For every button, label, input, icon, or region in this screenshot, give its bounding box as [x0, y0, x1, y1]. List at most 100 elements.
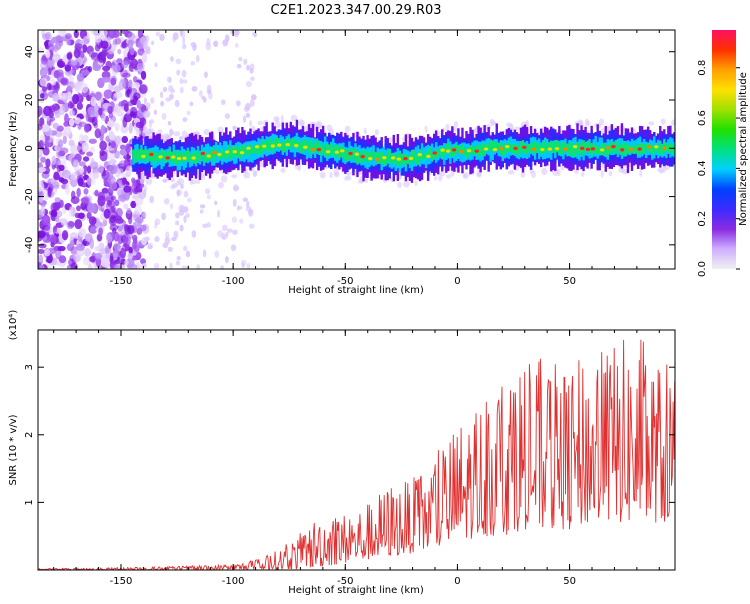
noise-speckle [176, 189, 181, 197]
spectrogram-frame [37, 29, 676, 270]
noise-speckle [39, 264, 45, 269]
ridge-band [430, 151, 434, 161]
noise-speckle [214, 200, 218, 206]
x-tick-label: -150 [110, 276, 133, 287]
noise-speckle [76, 187, 81, 198]
ridge-halo [507, 169, 515, 175]
ridge-band [332, 147, 335, 156]
ridge-band [598, 137, 601, 156]
ridge-band [319, 145, 323, 155]
noise-speckle [76, 102, 84, 110]
noise-speckle [246, 200, 250, 208]
ridge-band [616, 140, 620, 152]
ridge-band [249, 144, 252, 155]
noise-speckle [144, 236, 150, 242]
noise-speckle [143, 97, 147, 105]
noise-speckle [60, 218, 66, 226]
noise-speckle [87, 203, 96, 214]
noise-speckle [164, 198, 170, 205]
noise-speckle [78, 161, 86, 167]
noise-speckle [122, 72, 131, 78]
ridge-band [384, 155, 387, 166]
noise-speckle [206, 222, 211, 228]
noise-speckle [222, 39, 229, 47]
ridge-band [265, 141, 268, 151]
noise-speckle [107, 152, 116, 161]
ridge-band [570, 142, 573, 154]
noise-speckle [103, 89, 113, 99]
noise-speckle [250, 94, 257, 101]
ridge-band [317, 140, 321, 153]
noise-speckle [76, 73, 85, 82]
ridge-band [461, 144, 464, 154]
noise-speckle [70, 240, 75, 248]
ridge-band [160, 148, 163, 170]
ridge-halo [135, 129, 142, 136]
noise-speckle [131, 178, 137, 190]
noise-speckle [141, 262, 147, 268]
ridge-halo [574, 168, 579, 175]
ridge-core [440, 148, 445, 152]
ridge-band [661, 143, 664, 156]
ridge-halo [274, 120, 281, 129]
noise-speckle [94, 91, 102, 101]
colorbar-gradient [712, 30, 736, 269]
y-tick-label: 40 [24, 45, 35, 58]
noise-speckle [57, 245, 66, 252]
noise-speckle [58, 255, 67, 264]
ridge-band [495, 142, 498, 151]
ridge-core [360, 154, 365, 159]
ridge-band [245, 149, 248, 157]
ridge-band [134, 150, 137, 164]
noise-speckle [74, 219, 83, 230]
ridge-band [301, 140, 305, 153]
ridge-band [180, 152, 184, 161]
ridge-band [420, 153, 424, 161]
noise-speckle [165, 231, 170, 239]
ridge-band [212, 150, 216, 163]
noise-speckle [110, 77, 117, 86]
noise-speckle [115, 135, 121, 145]
noise-speckle [41, 86, 48, 92]
noise-speckle [47, 43, 55, 52]
ridge-band [388, 150, 391, 163]
noise-speckle [131, 82, 140, 88]
ridge-band [160, 149, 163, 158]
noise-speckle [128, 216, 133, 225]
ridge-band [576, 141, 579, 152]
noise-speckle [137, 47, 145, 56]
noise-speckle [168, 76, 172, 84]
noise-speckle [181, 43, 187, 50]
ridge-core [563, 147, 569, 151]
noise-speckle [117, 225, 125, 236]
ridge-band [548, 142, 551, 150]
noise-speckle [129, 111, 136, 117]
ridge-band [219, 152, 222, 160]
noise-speckle [70, 173, 75, 182]
ridge-core [579, 146, 585, 150]
noise-speckle [148, 119, 155, 124]
ridge-band [325, 143, 329, 156]
noise-speckle [245, 102, 251, 110]
noise-speckle [150, 40, 155, 46]
noise-speckle [82, 156, 90, 162]
ridge-band [657, 146, 660, 154]
ridge-band [432, 151, 436, 159]
ridge-core [390, 156, 396, 160]
ridge-halo [608, 170, 613, 177]
noise-speckle [70, 190, 76, 200]
ridge-band [176, 150, 180, 163]
noise-speckle [66, 220, 75, 230]
ridge-band [586, 140, 589, 152]
ridge-band [548, 143, 551, 159]
ridge-band [663, 140, 666, 153]
ridge-core [375, 157, 380, 162]
ridge-halo [197, 178, 201, 184]
ridge-band [390, 156, 393, 164]
noise-speckle [47, 186, 52, 198]
noise-speckle [64, 113, 69, 124]
noise-speckle [90, 52, 100, 61]
noise-speckle [127, 39, 134, 50]
noise-speckle [214, 250, 220, 258]
ridge-halo [581, 171, 585, 177]
